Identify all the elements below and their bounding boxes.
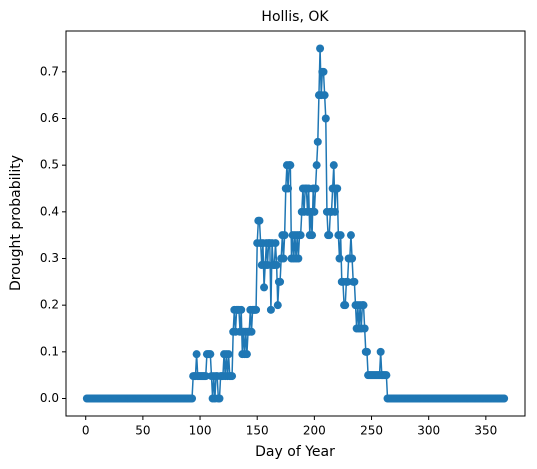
x-tick-label: 150 (246, 424, 269, 438)
x-tick-label: 350 (474, 424, 497, 438)
chart-title: Hollis, OK (261, 9, 329, 25)
y-tick-label: 0.5 (40, 158, 59, 172)
marker (360, 324, 369, 333)
marker (296, 231, 305, 240)
marker (350, 277, 359, 286)
marker (311, 184, 320, 193)
marker (276, 277, 285, 286)
marker (500, 394, 509, 403)
marker (362, 347, 371, 356)
marker (228, 372, 237, 381)
y-tick-label: 0.2 (40, 298, 59, 312)
x-tick-label: 250 (360, 424, 383, 438)
series (82, 44, 509, 403)
y-axis-label: Drought probability (8, 155, 24, 291)
y-tick-label: 0.7 (40, 64, 59, 78)
marker (335, 254, 344, 263)
marker (280, 231, 289, 240)
marker (310, 207, 319, 216)
marker (237, 305, 246, 314)
marker (330, 207, 339, 216)
x-axis-label: Day of Year (255, 444, 335, 460)
marker (321, 114, 330, 123)
marker (382, 371, 391, 380)
marker (242, 350, 251, 359)
y-tick-label: 0.6 (40, 111, 59, 125)
y-tick-label: 0.3 (40, 251, 59, 265)
x-tick-label: 200 (303, 424, 326, 438)
marker (206, 350, 215, 359)
x-tick-label: 0 (82, 424, 90, 438)
marker (272, 261, 281, 270)
y-tick-label: 0.4 (40, 204, 59, 218)
marker (263, 261, 272, 270)
marker (252, 305, 261, 314)
marker (215, 394, 224, 403)
marker (376, 347, 385, 356)
marker (348, 254, 357, 263)
marker (336, 231, 345, 240)
marker (346, 231, 355, 240)
y-tick-label: 0.1 (40, 344, 59, 358)
x-tick-label: 100 (189, 424, 212, 438)
plot-frame (65, 30, 526, 417)
marker (247, 327, 256, 336)
marker (284, 184, 293, 193)
marker (312, 161, 321, 170)
marker (359, 301, 368, 310)
marker (255, 216, 264, 225)
marker (341, 301, 350, 310)
marker (279, 254, 288, 263)
marker (192, 350, 201, 359)
marker (316, 44, 325, 53)
line (86, 48, 505, 400)
marker (188, 394, 197, 403)
marker (273, 301, 282, 310)
marker (286, 161, 295, 170)
marker (325, 231, 334, 240)
marker (308, 231, 317, 240)
marker (271, 239, 280, 248)
marker (260, 283, 269, 292)
x-tick-label: 300 (417, 424, 440, 438)
marker (343, 277, 352, 286)
marker (224, 350, 233, 359)
marker (201, 372, 210, 381)
y-tick-label: 0.0 (40, 391, 59, 405)
marker (333, 184, 342, 193)
marker (329, 161, 338, 170)
marker (313, 137, 322, 146)
marker (319, 67, 328, 76)
marker (320, 91, 329, 100)
marker (266, 305, 275, 314)
x-tick-label: 50 (135, 424, 150, 438)
marker (294, 254, 303, 263)
